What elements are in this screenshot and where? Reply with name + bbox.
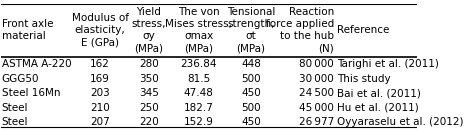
Text: Bai et al. (2011): Bai et al. (2011)	[337, 88, 420, 98]
Text: 210: 210	[90, 103, 110, 113]
Text: 81.5: 81.5	[187, 73, 210, 84]
Text: 450: 450	[241, 88, 261, 98]
Text: Reaction
force applied
to the hub
(N): Reaction force applied to the hub (N)	[266, 7, 334, 54]
Text: 47.48: 47.48	[184, 88, 214, 98]
Text: 345: 345	[139, 88, 159, 98]
Text: Hu et al. (2011): Hu et al. (2011)	[337, 103, 419, 113]
Text: Reference: Reference	[337, 25, 389, 35]
Text: 500: 500	[241, 73, 261, 84]
Text: 80 000: 80 000	[300, 59, 334, 69]
Text: 220: 220	[139, 117, 159, 127]
Text: 30 000: 30 000	[300, 73, 334, 84]
Text: Steel: Steel	[2, 103, 28, 113]
Text: Oyyaraselu et al. (2012): Oyyaraselu et al. (2012)	[337, 117, 463, 127]
Text: Steel 16Mn: Steel 16Mn	[2, 88, 60, 98]
Text: This study: This study	[337, 73, 391, 84]
Text: 24 500: 24 500	[299, 88, 334, 98]
Text: Steel: Steel	[2, 117, 28, 127]
Text: 152.9: 152.9	[184, 117, 214, 127]
Text: 26 977: 26 977	[299, 117, 334, 127]
Text: 448: 448	[241, 59, 261, 69]
Text: 280: 280	[139, 59, 159, 69]
Text: ASTMA A-220: ASTMA A-220	[2, 59, 72, 69]
Text: 250: 250	[139, 103, 159, 113]
Text: Front axle
material: Front axle material	[2, 19, 53, 41]
Text: 203: 203	[90, 88, 110, 98]
Text: 207: 207	[90, 117, 110, 127]
Text: Modulus of
elasticity,
E (GPa): Modulus of elasticity, E (GPa)	[72, 13, 128, 48]
Text: 350: 350	[139, 73, 159, 84]
Text: The von
Mises stress,
σmax
(MPa): The von Mises stress, σmax (MPa)	[165, 7, 232, 54]
Text: GGG50: GGG50	[2, 73, 39, 84]
Text: 162: 162	[90, 59, 110, 69]
Text: 182.7: 182.7	[184, 103, 214, 113]
Text: 500: 500	[241, 103, 261, 113]
Text: 236.84: 236.84	[181, 59, 217, 69]
Text: Tarighi et al. (2011): Tarighi et al. (2011)	[337, 59, 438, 69]
Text: Tensional
strength,
σt
(MPa): Tensional strength, σt (MPa)	[227, 7, 275, 54]
Text: 450: 450	[241, 117, 261, 127]
Text: 169: 169	[90, 73, 110, 84]
Text: 45 000: 45 000	[299, 103, 334, 113]
Text: Yield
stress,
σy
(MPa): Yield stress, σy (MPa)	[132, 7, 166, 54]
